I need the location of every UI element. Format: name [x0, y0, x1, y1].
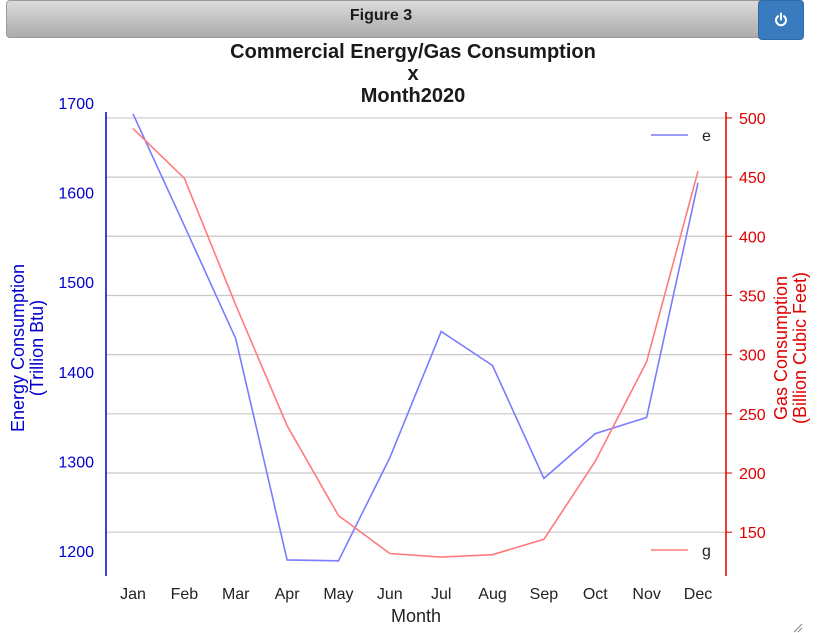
legend-label-e: e [702, 128, 711, 145]
right-tick-label: 500 [739, 111, 766, 128]
right-tick-label: 300 [739, 348, 766, 365]
left-tick-label: 1300 [58, 454, 94, 471]
right-tick-label: 250 [739, 407, 766, 424]
power-icon [775, 12, 787, 27]
left-axis-label-line: Energy Consumption [8, 264, 28, 432]
left-tick-label: 1500 [58, 275, 94, 292]
left-tick-label: 1200 [58, 544, 94, 561]
x-tick-label: Aug [478, 586, 506, 603]
series-line-e [132, 113, 699, 562]
x-tick-label: Apr [275, 586, 301, 603]
x-tick-label: Jun [377, 586, 403, 603]
x-tick-label: Nov [632, 586, 660, 603]
x-tick-label: Feb [171, 586, 199, 603]
left-tick-label: 1700 [58, 96, 94, 113]
x-axis-label: Month [391, 606, 441, 626]
x-tick-label: Jul [431, 586, 451, 603]
chart-title-line: Commercial Energy/Gas Consumption [230, 41, 596, 63]
chart-title-line: x [407, 63, 418, 85]
x-tick-label: Dec [684, 586, 712, 603]
x-tick-label: Sep [530, 586, 559, 603]
right-tick-label: 150 [739, 525, 766, 542]
power-button[interactable] [758, 0, 804, 40]
right-axis-label-line: (Billion Cubic Feet) [790, 272, 810, 424]
left-tick-label: 1400 [58, 365, 94, 382]
left-tick-label: 1600 [58, 186, 94, 203]
figure-titlebar: Figure 3 [6, 0, 804, 40]
x-tick-label: Jan [120, 586, 146, 603]
legend-label-g: g [702, 543, 711, 560]
right-tick-label: 200 [739, 466, 766, 483]
x-tick-label: May [323, 586, 353, 603]
right-tick-label: 400 [739, 229, 766, 246]
series-line-g [132, 128, 699, 558]
chart-title-line: Month2020 [361, 85, 465, 107]
right-tick-label: 350 [739, 288, 766, 305]
resize-grip-icon[interactable] [789, 619, 803, 633]
right-axis-label-line: Gas Consumption [771, 276, 791, 420]
right-tick-label: 450 [739, 170, 766, 187]
figure-title: Figure 3 [349, 7, 413, 24]
x-tick-label: Oct [583, 586, 608, 603]
x-tick-label: Mar [222, 586, 250, 603]
left-axis-label-line: (Trillion Btu) [27, 300, 47, 396]
